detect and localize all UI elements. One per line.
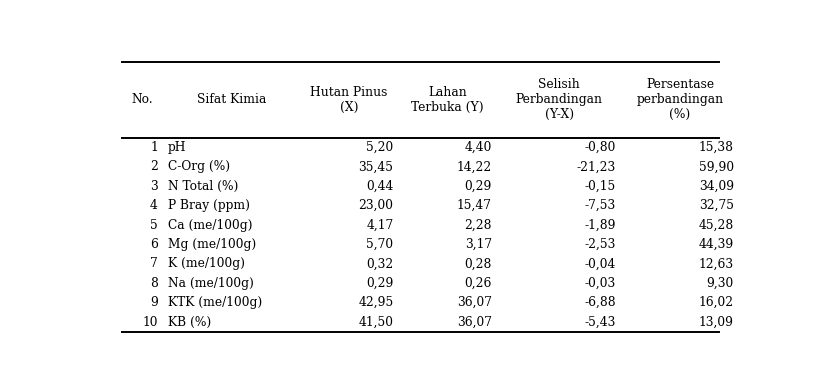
Text: 9,30: 9,30 [707, 277, 734, 290]
Text: 4,40: 4,40 [465, 141, 492, 154]
Text: 5,20: 5,20 [366, 141, 393, 154]
Text: Selisih
Perbandingan
(Y-X): Selisih Perbandingan (Y-X) [516, 78, 603, 121]
Text: 41,50: 41,50 [359, 315, 393, 329]
Text: -5,43: -5,43 [585, 315, 616, 329]
Text: 0,29: 0,29 [465, 180, 492, 193]
Text: No.: No. [131, 93, 154, 106]
Text: 32,75: 32,75 [699, 199, 734, 212]
Text: 8: 8 [150, 277, 158, 290]
Text: 23,00: 23,00 [359, 199, 393, 212]
Text: 5,70: 5,70 [366, 238, 393, 251]
Text: 35,45: 35,45 [359, 160, 393, 173]
Text: KB (%): KB (%) [168, 315, 212, 329]
Text: 34,09: 34,09 [699, 180, 734, 193]
Text: Hutan Pinus
(X): Hutan Pinus (X) [310, 86, 388, 114]
Text: -0,04: -0,04 [585, 257, 616, 270]
Text: 15,38: 15,38 [699, 141, 734, 154]
Text: K (me/100g): K (me/100g) [168, 257, 245, 270]
Text: -7,53: -7,53 [585, 199, 616, 212]
Text: Na (me/100g): Na (me/100g) [168, 277, 254, 290]
Text: 4: 4 [150, 199, 158, 212]
Text: Lahan
Terbuka (Y): Lahan Terbuka (Y) [411, 86, 484, 114]
Text: -21,23: -21,23 [577, 160, 616, 173]
Text: 12,63: 12,63 [699, 257, 734, 270]
Text: -2,53: -2,53 [585, 238, 616, 251]
Text: 3,17: 3,17 [465, 238, 492, 251]
Text: C-Org (%): C-Org (%) [168, 160, 230, 173]
Text: 9: 9 [150, 296, 158, 309]
Text: Persentase
perbandingan
(%): Persentase perbandingan (%) [636, 78, 723, 121]
Text: 0,28: 0,28 [465, 257, 492, 270]
Text: 45,28: 45,28 [699, 218, 734, 231]
Text: 44,39: 44,39 [699, 238, 734, 251]
Text: 0,26: 0,26 [465, 277, 492, 290]
Text: 1: 1 [150, 141, 158, 154]
Text: -1,89: -1,89 [585, 218, 616, 231]
Text: 14,22: 14,22 [456, 160, 492, 173]
Text: 15,47: 15,47 [457, 199, 492, 212]
Text: -0,80: -0,80 [585, 141, 616, 154]
Text: -6,88: -6,88 [585, 296, 616, 309]
Text: 2,28: 2,28 [465, 218, 492, 231]
Text: Mg (me/100g): Mg (me/100g) [168, 238, 256, 251]
Text: 13,09: 13,09 [699, 315, 734, 329]
Text: 59,90: 59,90 [699, 160, 734, 173]
Text: 36,07: 36,07 [457, 315, 492, 329]
Text: 0,29: 0,29 [366, 277, 393, 290]
Text: 4,17: 4,17 [366, 218, 393, 231]
Text: 5: 5 [150, 218, 158, 231]
Text: 36,07: 36,07 [457, 296, 492, 309]
Text: pH: pH [168, 141, 186, 154]
Text: 3: 3 [150, 180, 158, 193]
Text: KTK (me/100g): KTK (me/100g) [168, 296, 263, 309]
Text: Ca (me/100g): Ca (me/100g) [168, 218, 253, 231]
Text: 6: 6 [150, 238, 158, 251]
Text: 42,95: 42,95 [358, 296, 393, 309]
Text: 0,44: 0,44 [366, 180, 393, 193]
Text: Sifat Kimia: Sifat Kimia [197, 93, 266, 106]
Text: 2: 2 [150, 160, 158, 173]
Text: 0,32: 0,32 [366, 257, 393, 270]
Text: P Bray (ppm): P Bray (ppm) [168, 199, 250, 212]
Text: 16,02: 16,02 [699, 296, 734, 309]
Text: 10: 10 [143, 315, 158, 329]
Text: 7: 7 [150, 257, 158, 270]
Text: N Total (%): N Total (%) [168, 180, 239, 193]
Text: -0,15: -0,15 [585, 180, 616, 193]
Text: -0,03: -0,03 [585, 277, 616, 290]
